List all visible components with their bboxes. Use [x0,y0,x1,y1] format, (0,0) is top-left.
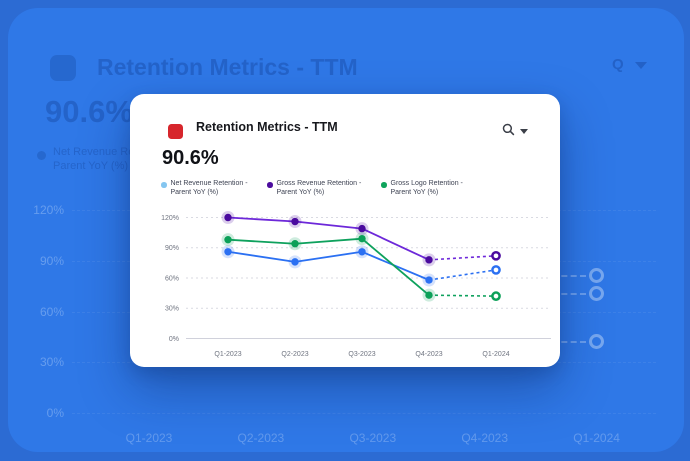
ghost-card-title: Retention Metrics - TTM [97,54,358,80]
data-point[interactable] [358,234,366,243]
ghost-projected-point [589,268,604,283]
data-point[interactable] [224,213,232,222]
retention-metrics-card: Retention Metrics - TTM 90.6% Net Revenu… [130,94,560,367]
retention-line-chart: 0% 30% 60% 90% 120% Q1-2023 Q2-2023 Q3-2023 Q4-2… [161,211,551,358]
data-point[interactable] [425,276,433,284]
ghost-projection-dash [552,292,586,295]
series-projection-line [428,269,497,281]
ghost-y-tick-label: 90% [39,253,64,268]
ghost-y-tick-label: 60% [39,304,64,319]
series-line [227,237,430,296]
series-line [227,250,430,281]
data-point[interactable] [358,248,366,256]
legend-item[interactable]: Gross Logo Retention - Parent YoY (%) [381,180,463,197]
ghost-x-tick-label: Q1-2023 [125,431,173,445]
projected-data-point[interactable] [491,265,501,275]
ghost-x-tick-label: Q4-2023 [461,431,509,445]
data-point[interactable] [425,291,433,299]
legend-label: Net Revenue Retention - Parent YoY (%) [170,180,248,196]
legend-item[interactable]: Gross Revenue Retention - Parent YoY (%) [267,180,361,197]
ghost-projection-dash [552,340,586,343]
series-projection-line [428,294,497,297]
data-point[interactable] [291,258,299,266]
y-axis-tick-label: 30% [165,306,179,313]
y-axis-tick-label: 90% [165,245,179,252]
series-projection-line [428,255,497,261]
ghost-projection-dash [552,274,586,277]
kpi-value: 90.6% [162,147,219,169]
data-point[interactable] [291,240,299,248]
app-icon [168,124,183,139]
ghost-projected-point [589,286,604,301]
y-axis-tick-label: 120% [161,215,179,222]
legend-label: Gross Revenue Retention - Parent YoY (%) [276,180,362,196]
ghost-dropdown-caret-icon [635,62,647,69]
x-axis-tick-label: Q1-2024 [482,351,509,358]
search-icon[interactable] [502,123,515,136]
ghost-gridline [72,413,656,414]
ghost-x-tick-label: Q3-2023 [349,431,397,445]
x-axis-tick-label: Q4-2023 [415,351,442,358]
y-axis-tick-label: 60% [165,275,179,282]
ghost-kpi-value: 90.6% [45,94,133,129]
ghost-y-tick-label: 120% [33,203,64,217]
card-title: Retention Metrics - TTM [196,120,338,134]
ghost-app-icon [50,55,76,81]
legend-item[interactable]: Net Revenue Retention - Parent YoY (%) [161,180,248,197]
legend-dot-icon [381,182,387,188]
chart-legend: Net Revenue Retention - Parent YoY (%) Gro… [130,180,560,202]
ghost-y-tick-label: 30% [39,355,64,370]
legend-dot-icon [161,182,167,188]
ghost-search-icon: Q [612,56,624,73]
data-point[interactable] [425,256,433,264]
projected-data-point[interactable] [491,250,501,261]
ghost-projected-point [589,334,604,349]
projected-data-point[interactable] [491,291,501,301]
ghost-x-tick-label: Q1-2024 [573,431,620,445]
ghost-legend-dot [37,151,46,160]
data-point[interactable] [224,235,232,244]
data-point[interactable] [358,224,366,233]
ghost-y-tick-label: 0% [46,406,64,420]
ghost-x-tick-label: Q2-2023 [237,431,285,445]
x-axis-tick-label: Q1-2023 [214,351,241,358]
data-point[interactable] [291,217,299,226]
x-axis-tick-label: Q2-2023 [281,351,308,358]
data-point[interactable] [224,248,232,256]
series-line [227,216,430,261]
dropdown-caret-icon[interactable] [520,129,528,134]
legend-label: Gross Logo Retention - Parent YoY (%) [390,180,463,196]
legend-dot-icon [267,182,273,188]
x-axis-tick-label: Q3-2023 [348,351,375,358]
y-axis-tick-label: 0% [169,336,179,343]
